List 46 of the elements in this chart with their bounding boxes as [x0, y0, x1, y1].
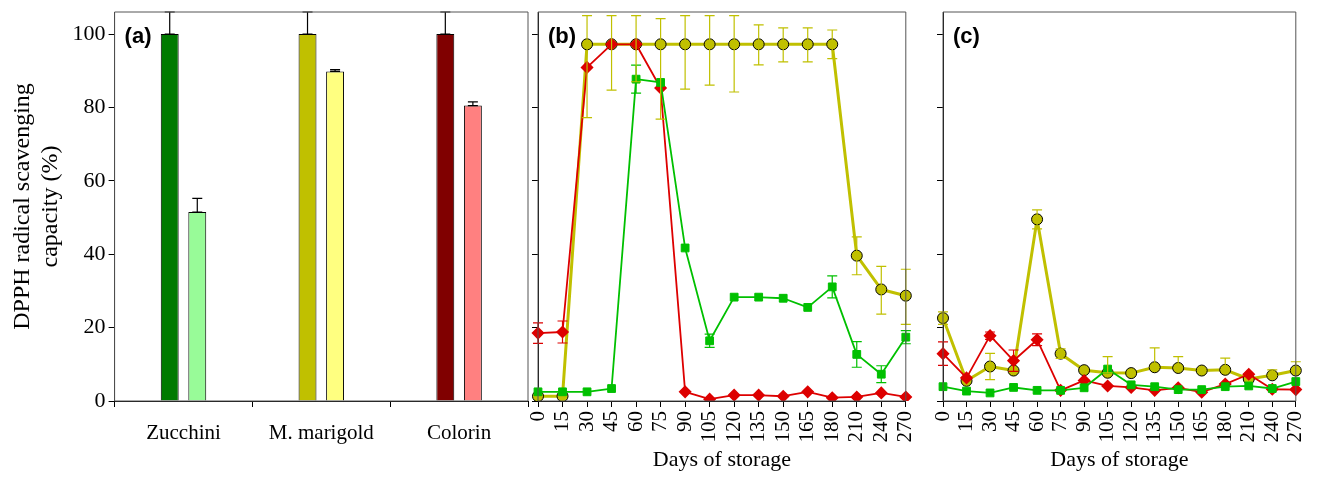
y-axis-title: DPPH radical scavenging capacity (%) [7, 83, 63, 330]
x-tick-label: 75 [1047, 411, 1072, 432]
x-tick-label: 105 [1094, 411, 1119, 443]
x-tick-label: 30 [573, 411, 598, 432]
x-tick-label: 60 [622, 411, 647, 432]
x-tick-label: M. marigold [268, 420, 375, 445]
text: (a) [124, 23, 152, 49]
x-tick-label: 135 [1141, 411, 1166, 443]
x-tick-label: 0 [524, 411, 549, 422]
x-tick-label: 180 [1211, 411, 1236, 443]
x-tick-label: 135 [745, 411, 770, 443]
x-tick-label: 150 [1164, 411, 1189, 443]
text: (b) [548, 23, 577, 49]
x-tick-label: 120 [1117, 411, 1142, 443]
x-tick-label: 180 [818, 411, 843, 443]
y-tick-label: 60 [83, 166, 106, 192]
x-tick-label: 90 [671, 411, 696, 432]
y-tick-label: 100 [72, 19, 106, 45]
y-tick-label: 80 [83, 93, 106, 119]
text: (c) [953, 23, 980, 49]
x-tick-label: 165 [1188, 411, 1213, 443]
x-tick-label: 0 [929, 411, 954, 422]
x-tick-label: 105 [696, 411, 721, 443]
x-tick-label: 45 [1000, 411, 1025, 432]
y-tick-label: 20 [83, 313, 106, 339]
x-tick-label: 60 [1023, 411, 1048, 432]
x-tick-label: 90 [1070, 411, 1095, 432]
x-tick-label: 30 [976, 411, 1001, 432]
y-tick-label: 40 [83, 239, 106, 265]
x-tick-label: 45 [598, 411, 623, 432]
x-tick-label: 270 [1282, 411, 1307, 443]
x-axis-title: Days of storage [1050, 445, 1189, 471]
x-tick-label: Zucchini [146, 420, 221, 445]
x-tick-label: 240 [867, 411, 892, 443]
x-axis-title: Days of storage [652, 445, 791, 471]
x-tick-label: Colorin [427, 420, 492, 445]
x-tick-label: 165 [794, 411, 819, 443]
x-tick-label: 270 [892, 411, 917, 443]
x-tick-label: 210 [1235, 411, 1260, 443]
x-tick-label: 150 [769, 411, 794, 443]
x-tick-label: 120 [720, 411, 745, 443]
x-tick-label: 15 [549, 411, 574, 432]
x-tick-label: 210 [843, 411, 868, 443]
x-tick-label: 240 [1258, 411, 1283, 443]
x-tick-label: 75 [647, 411, 672, 432]
x-tick-label: 15 [953, 411, 978, 432]
